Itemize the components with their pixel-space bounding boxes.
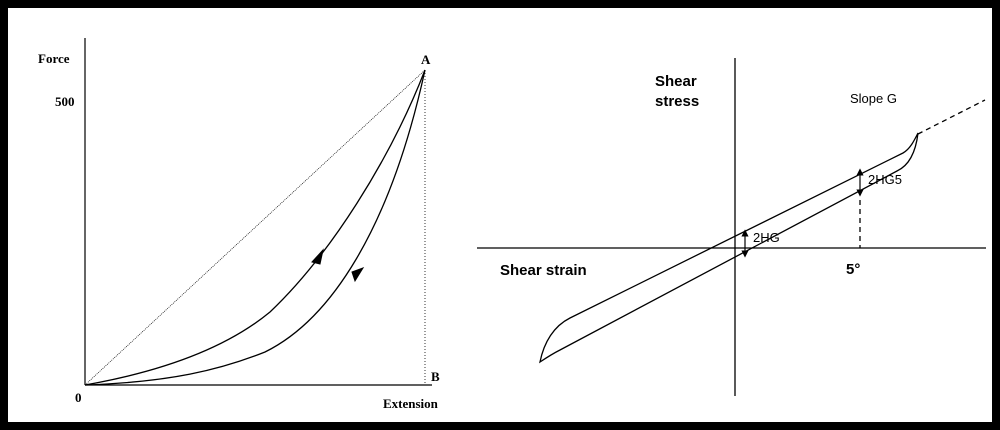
y-tick-label: 500 (55, 94, 75, 109)
point-label: B (431, 369, 440, 384)
point-label: A (421, 52, 431, 67)
width-label: 2HG (753, 230, 780, 245)
secant-line (84, 69, 426, 386)
shear-hysteresis-diagram (477, 58, 986, 396)
loading-curve (84, 69, 426, 386)
arrow (311, 248, 324, 265)
y-axis-label: Shear (655, 73, 697, 90)
slope-label: Slope G (850, 91, 897, 106)
strain-label: 5° (846, 261, 860, 278)
unloading-curve (84, 69, 426, 386)
width-label: 2HG5 (868, 172, 902, 187)
hysteresis-loop (539, 132, 919, 364)
y-axis-label: Force (38, 51, 70, 66)
slope-extension (917, 99, 986, 135)
arrow (351, 267, 365, 283)
y-axis-label: stress (655, 93, 699, 110)
origin-label: 0 (75, 390, 82, 405)
x-axis-label: Shear strain (500, 262, 587, 279)
force-extension-diagram (84, 38, 432, 386)
x-axis-label: Extension (383, 396, 439, 411)
